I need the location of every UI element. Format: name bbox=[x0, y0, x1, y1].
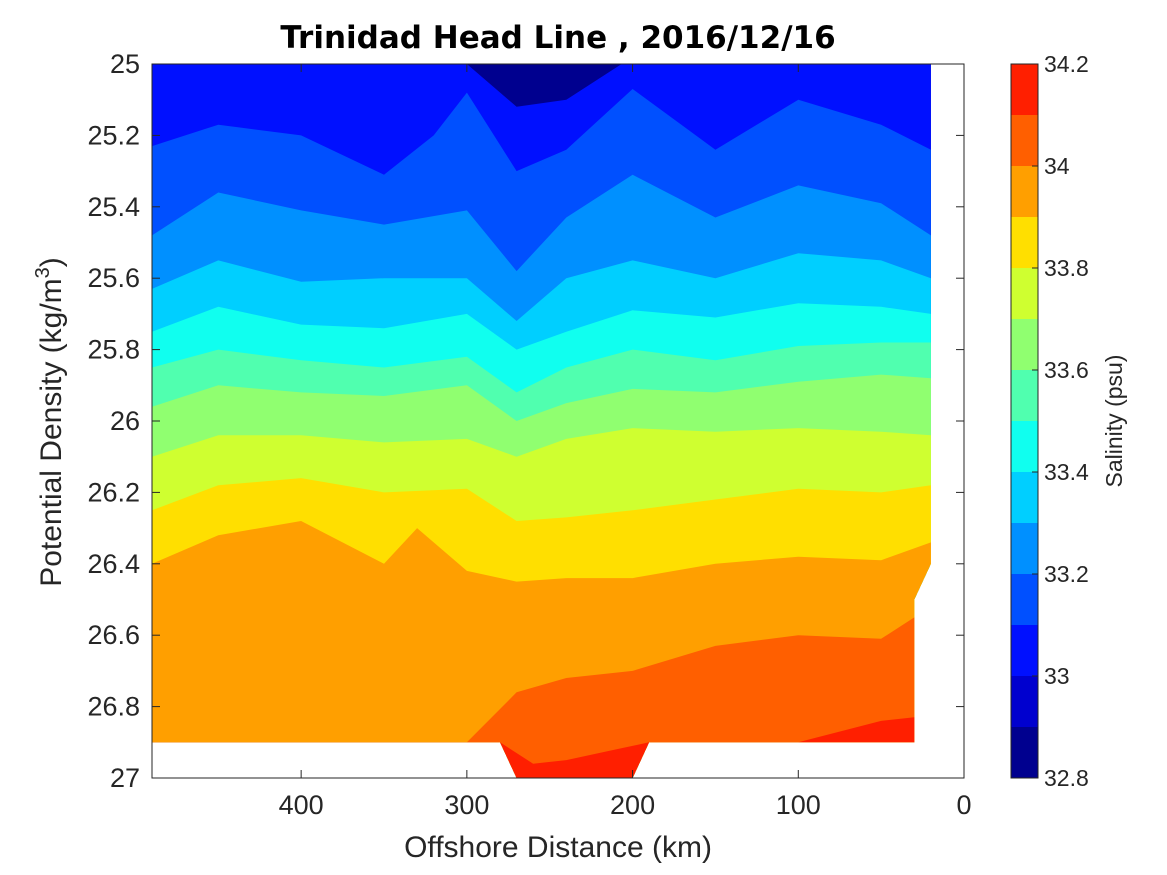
y-axis-ticks: 25 25.2 25.4 25.6 25.8 26 26.2 26.4 26.6 26.8 27 bbox=[87, 49, 964, 793]
colorbar-tick-label: 33.4 bbox=[1044, 459, 1089, 485]
x-axis-ticks: 400 300 200 100 0 bbox=[279, 64, 972, 820]
colorbar-swatch bbox=[1011, 727, 1038, 778]
colorbar-swatch bbox=[1011, 217, 1038, 268]
y-tick-label: 26.6 bbox=[87, 620, 140, 650]
y-axis-label-main: Potential Density (kg/m bbox=[35, 278, 68, 586]
colorbar-tick-label: 34 bbox=[1044, 153, 1070, 179]
x-tick-label: 300 bbox=[444, 790, 489, 820]
colorbar-tick-label: 33.2 bbox=[1044, 561, 1089, 587]
colorbar-swatch bbox=[1011, 115, 1038, 166]
colorbar-swatch bbox=[1011, 472, 1038, 523]
colorbar-swatch bbox=[1011, 319, 1038, 370]
contour-fill bbox=[152, 64, 931, 778]
colorbar-ticks: 34.2 34 33.8 33.6 33.4 33.2 33 32.8 bbox=[1032, 51, 1089, 791]
y-tick-label: 26.4 bbox=[87, 549, 140, 579]
x-tick-label: 400 bbox=[279, 790, 324, 820]
y-axis-label-close: ) bbox=[35, 257, 68, 267]
y-tick-label: 25.8 bbox=[87, 335, 140, 365]
x-tick-label: 200 bbox=[610, 790, 655, 820]
y-tick-label: 25.6 bbox=[87, 263, 140, 293]
colorbar-tick-label: 33.8 bbox=[1044, 255, 1089, 281]
colorbar-tick-label: 34.2 bbox=[1044, 51, 1089, 77]
x-tick-label: 100 bbox=[776, 790, 821, 820]
colorbar-tick-label: 33 bbox=[1044, 663, 1070, 689]
colorbar-swatch bbox=[1011, 676, 1038, 727]
plot-frame bbox=[151, 63, 965, 779]
x-tick-label: 0 bbox=[956, 790, 971, 820]
colorbar bbox=[1011, 64, 1038, 778]
colorbar-label: Salinity (psu) bbox=[1101, 355, 1127, 488]
colorbar-swatch bbox=[1011, 370, 1038, 421]
colorbar-swatch bbox=[1011, 166, 1038, 217]
y-tick-label: 26 bbox=[110, 406, 140, 436]
y-tick-label: 27 bbox=[110, 763, 140, 793]
colorbar-tick-label: 32.8 bbox=[1044, 765, 1089, 791]
y-axis-label: Potential Density (kg/m3) bbox=[32, 257, 68, 587]
y-axis-label-superscript: 3 bbox=[32, 267, 54, 278]
colorbar-swatch bbox=[1011, 523, 1038, 574]
colorbar-frame bbox=[1010, 63, 1039, 779]
colorbar-swatch bbox=[1011, 574, 1038, 625]
chart-title: Trinidad Head Line , 2016/12/16 bbox=[280, 20, 835, 56]
colorbar-swatch bbox=[1011, 268, 1038, 319]
x-axis-label: Offshore Distance (km) bbox=[404, 831, 712, 864]
y-tick-label: 25.4 bbox=[87, 192, 140, 222]
plot-area: 400 300 200 100 0 25 25.2 25.4 25.6 25.8 26 26.2 26… bbox=[87, 49, 972, 820]
y-tick-label: 25 bbox=[110, 49, 140, 79]
y-tick-label: 26.8 bbox=[87, 692, 140, 722]
y-tick-label: 25.2 bbox=[87, 120, 140, 150]
colorbar-swatch bbox=[1011, 64, 1038, 115]
colorbar-swatch bbox=[1011, 625, 1038, 676]
y-tick-label: 26.2 bbox=[87, 477, 140, 507]
colorbar-swatch bbox=[1011, 421, 1038, 472]
colorbar-tick-label: 33.6 bbox=[1044, 357, 1089, 383]
